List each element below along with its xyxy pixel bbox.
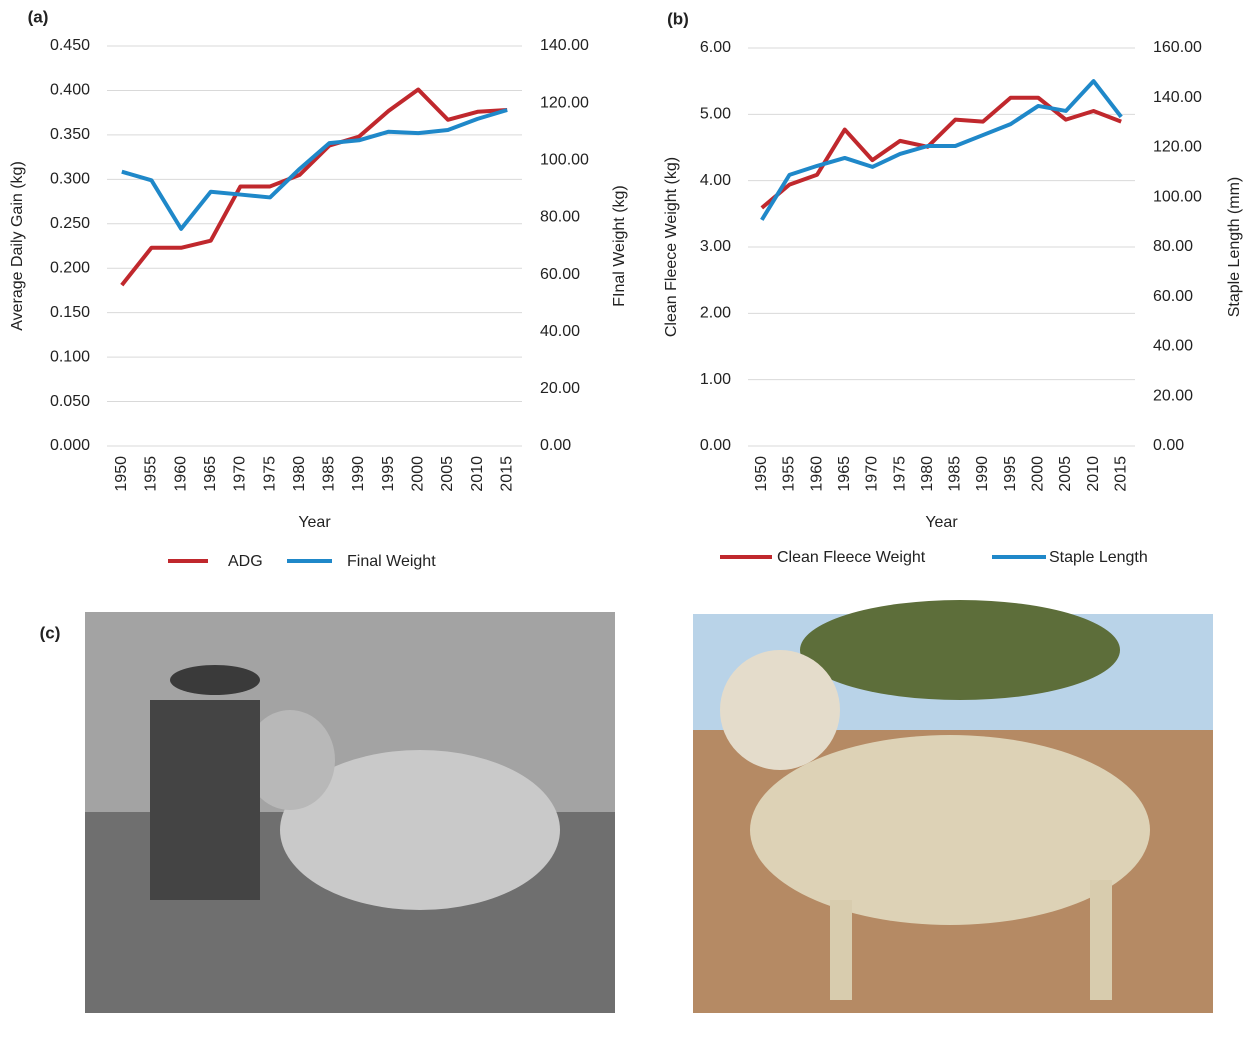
y-tick-label: 1.00 — [700, 371, 731, 388]
x-axis-label: Year — [925, 514, 958, 531]
x-tick-label: 2005 — [439, 456, 456, 492]
x-tick-label: 1995 — [380, 456, 397, 492]
y-tick-label: 0.350 — [50, 126, 90, 143]
x-tick-label: 1975 — [261, 456, 278, 492]
y2-tick-label: 100.00 — [1153, 188, 1202, 205]
panel-label: (c) — [40, 623, 61, 642]
y2-tick-label: 0.00 — [1153, 437, 1184, 454]
legend-label: Staple Length — [1049, 549, 1148, 566]
x-tick-label: 1980 — [919, 456, 936, 492]
y2-tick-label: 60.00 — [1153, 288, 1193, 305]
y2-tick-label: 20.00 — [540, 380, 580, 397]
y-tick-label: 3.00 — [700, 238, 731, 255]
y-tick-label: 4.00 — [700, 172, 731, 189]
x-tick-label: 1955 — [781, 456, 798, 492]
y-axis-label: Clean Fleece Weight (kg) — [663, 157, 680, 337]
photo-historic — [85, 612, 615, 1013]
x-tick-label: 1985 — [321, 456, 338, 492]
x-tick-label: 1980 — [291, 456, 308, 492]
legend-label: ADG — [228, 553, 263, 570]
x-tick-label: 2010 — [1085, 456, 1102, 492]
y2-tick-label: 40.00 — [540, 323, 580, 340]
y2-tick-label: 80.00 — [540, 209, 580, 226]
y-tick-label: 0.00 — [700, 437, 731, 454]
x-tick-label: 1950 — [113, 456, 130, 492]
x-tick-label: 1970 — [864, 456, 881, 492]
x-tick-label: 2015 — [498, 456, 515, 492]
x-tick-label: 1965 — [202, 456, 219, 492]
y2-tick-label: 120.00 — [1153, 139, 1202, 156]
x-axis-label: Year — [298, 514, 331, 531]
y-tick-label: 6.00 — [700, 39, 731, 56]
y-tick-label: 2.00 — [700, 305, 731, 322]
x-tick-label: 1960 — [172, 456, 189, 492]
y2-tick-label: 100.00 — [540, 152, 589, 169]
panel-label: (b) — [667, 9, 689, 28]
y2-tick-label: 80.00 — [1153, 238, 1193, 255]
y2-tick-label: 60.00 — [540, 266, 580, 283]
x-tick-label: 1965 — [836, 456, 853, 492]
x-tick-label: 1995 — [1002, 456, 1019, 492]
photo-modern — [693, 600, 1213, 1013]
x-tick-label: 1970 — [232, 456, 249, 492]
y2-tick-label: 160.00 — [1153, 39, 1202, 56]
y-axis-label: Average Daily Gain (kg) — [9, 161, 26, 331]
legend-label: Final Weight — [347, 553, 436, 570]
y-tick-label: 0.300 — [50, 171, 90, 188]
y2-tick-label: 0.00 — [540, 437, 571, 454]
data-line — [762, 81, 1121, 220]
y-tick-label: 0.050 — [50, 393, 90, 410]
x-tick-label: 2005 — [1057, 456, 1074, 492]
x-tick-label: 1955 — [143, 456, 160, 492]
y2-axis-label: Staple Length (mm) — [1226, 177, 1243, 318]
y-tick-label: 0.400 — [50, 82, 90, 99]
y-tick-label: 0.250 — [50, 215, 90, 232]
y-tick-label: 0.450 — [50, 37, 90, 54]
x-tick-label: 1985 — [947, 456, 964, 492]
x-tick-label: 1950 — [753, 456, 770, 492]
y2-tick-label: 120.00 — [540, 94, 589, 111]
y-tick-label: 5.00 — [700, 106, 731, 123]
y2-tick-label: 140.00 — [540, 37, 589, 54]
x-tick-label: 1990 — [974, 456, 991, 492]
x-tick-label: 2015 — [1112, 456, 1129, 492]
y-tick-label: 0.200 — [50, 259, 90, 276]
legend-label: Clean Fleece Weight — [777, 549, 926, 566]
y2-tick-label: 40.00 — [1153, 338, 1193, 355]
data-line — [122, 110, 507, 229]
x-tick-label: 2010 — [469, 456, 486, 492]
x-tick-label: 1990 — [350, 456, 367, 492]
y2-tick-label: 140.00 — [1153, 89, 1202, 106]
y2-tick-label: 20.00 — [1153, 387, 1193, 404]
x-tick-label: 1975 — [891, 456, 908, 492]
y2-axis-label: FInal Weight (kg) — [611, 185, 628, 307]
x-tick-label: 2000 — [409, 456, 426, 492]
x-tick-label: 1960 — [808, 456, 825, 492]
y-tick-label: 0.000 — [50, 437, 90, 454]
y-tick-label: 0.150 — [50, 304, 90, 321]
y-tick-label: 0.100 — [50, 348, 90, 365]
panel-label: (a) — [28, 7, 49, 26]
figure: (c) (a) 0.000 0.050 0.100 0.150 0.200 0.250 0.3… — [0, 0, 1250, 1039]
x-tick-label: 2000 — [1029, 456, 1046, 492]
data-line — [122, 90, 507, 286]
